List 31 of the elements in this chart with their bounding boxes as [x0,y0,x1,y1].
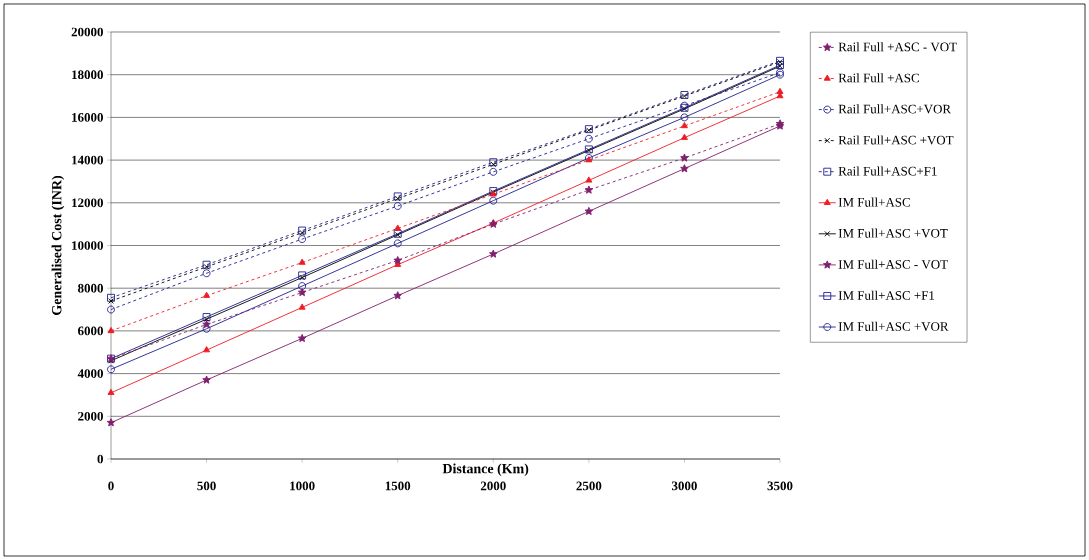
y-tick-label: 6000 [78,326,103,336]
x-tick-label: 1000 [290,481,315,491]
x-tick-label: 1500 [385,481,411,491]
y-tick-label: 4000 [77,369,103,378]
x-tick-label: 500 [197,481,216,491]
y-tick-label: 18000 [72,70,103,80]
legend-label: Rail Full +ASC - VOT [838,42,957,52]
x-tick-label: 0 [108,481,114,491]
x-tick-label: 2000 [480,481,506,491]
y-tick-label: 20000 [71,27,103,37]
legend-label: Rail Full+ASC+F1 [838,166,937,176]
y-tick-label: 10000 [72,241,103,250]
legend-label: Rail Full+ASC+VOR [838,104,952,114]
x-tick-label: 2500 [576,481,602,491]
legend-label: IM Full+ASC +F1 [838,290,935,300]
y-tick-label: 0 [97,454,103,464]
y-tick-label: 14000 [72,155,103,165]
x-tick-label: 3000 [671,481,697,491]
legend-label: Rail Full+ASC +VOT [838,135,954,145]
x-tick-label: 3500 [767,481,793,491]
y-tick-label: 12000 [72,198,103,208]
legend-label: IM Full+ASC +VOT [838,228,948,238]
y-tick-label: 8000 [78,283,103,293]
legend-label: IM Full+ASC [838,197,910,207]
legend-label: IM Full+ASC - VOT [838,259,948,269]
y-tick-label: 16000 [72,113,103,122]
legend-label: Rail Full +ASC [838,73,919,83]
y-tick-label: 2000 [78,411,103,421]
x-axis-title: Distance (Km) [442,463,529,477]
legend-label: IM Full+ASC +VOR [838,321,949,331]
y-axis-title: Generalised Cost (INR) [51,176,65,315]
